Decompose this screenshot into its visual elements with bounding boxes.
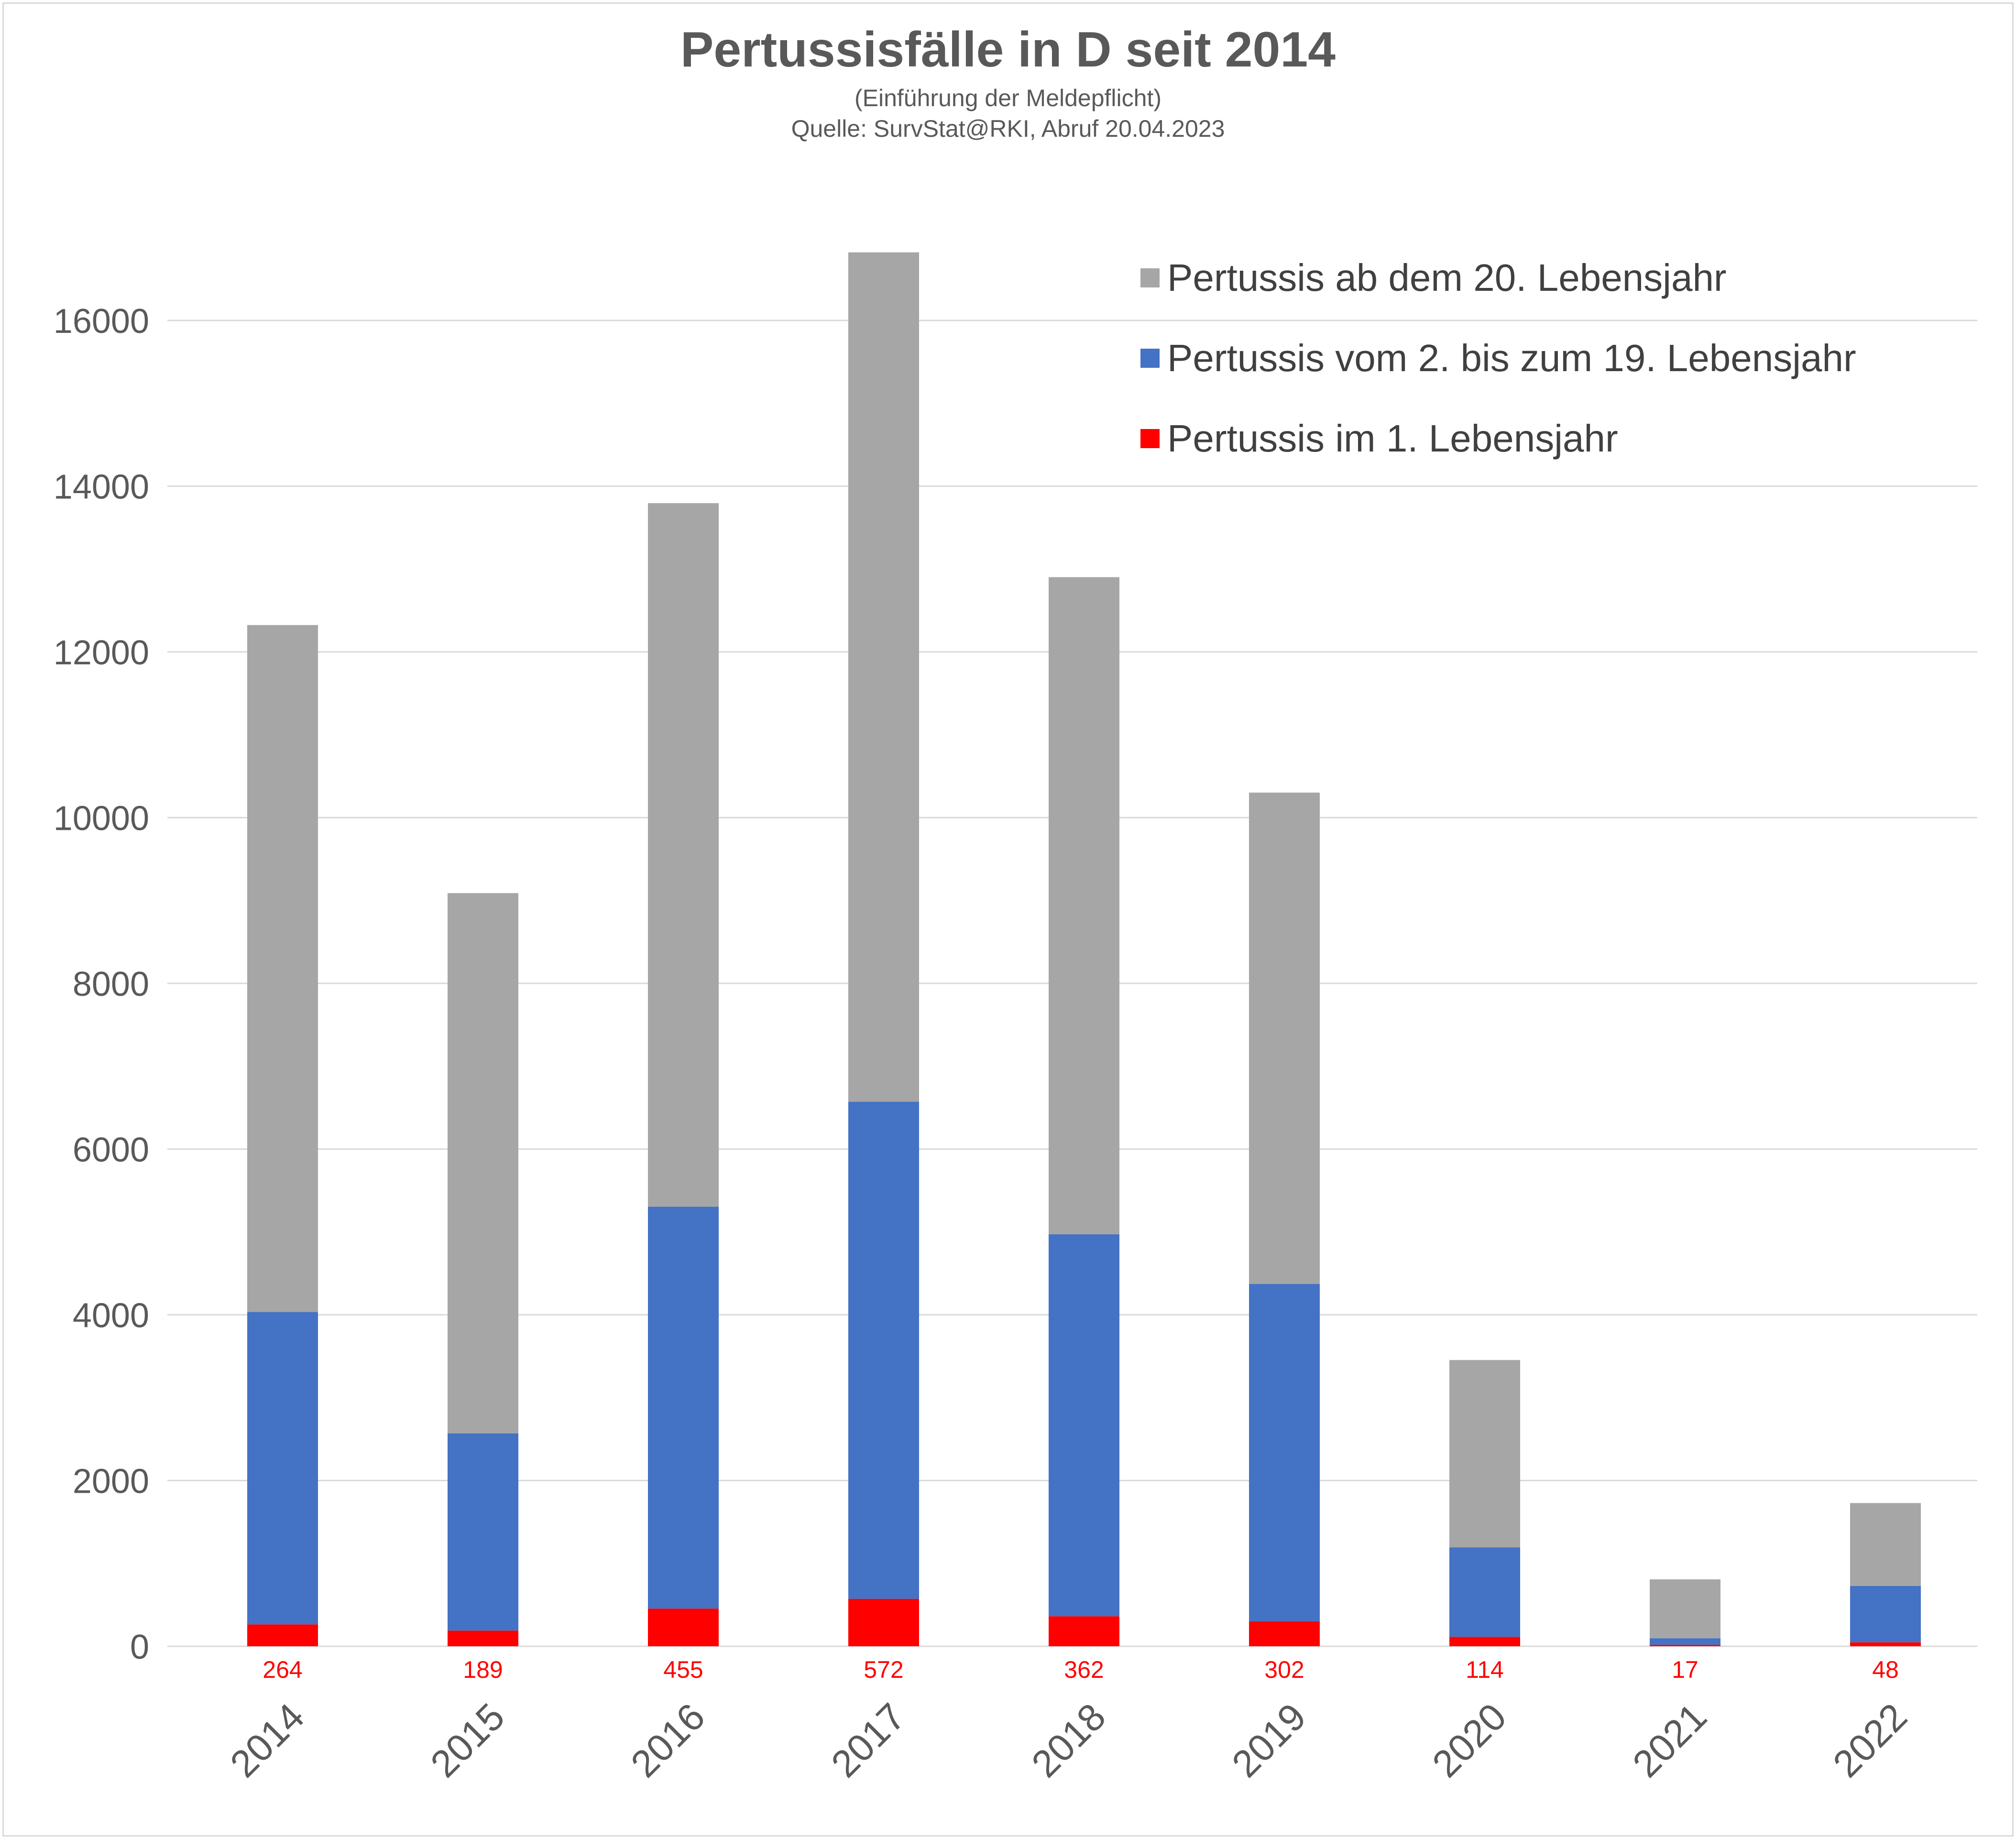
bar-adults [1650,1579,1720,1639]
data-label: 48 [1872,1656,1899,1683]
legend-swatch-adults [1140,268,1160,287]
x-tick-label: 2014 [222,1695,312,1785]
bar-children [1850,1586,1921,1642]
y-tick-label: 12000 [54,634,149,672]
bars [247,252,1921,1646]
legend-swatch-infants [1140,429,1160,448]
data-label: 264 [263,1656,302,1683]
data-label: 302 [1264,1656,1304,1683]
bar-children [1449,1547,1520,1637]
y-tick-label: 0 [130,1628,149,1666]
bar-children [448,1433,518,1631]
y-tick-label: 4000 [73,1297,149,1335]
x-tick-label: 2015 [422,1695,513,1785]
bar-infants [1249,1621,1320,1646]
bar-infants [648,1608,719,1646]
bar-adults [648,503,719,1207]
x-tick-label: 2020 [1424,1695,1514,1785]
bar-adults [448,893,518,1433]
legend-item-infants: Pertussis im 1. Lebensjahr [1140,412,1856,492]
data-label: 362 [1064,1656,1104,1683]
legend-swatch-children [1140,349,1160,368]
bar-infants [848,1598,919,1646]
legend-item-children: Pertussis vom 2. bis zum 19. Lebensjahr [1140,331,1856,412]
bar-adults [1850,1503,1921,1586]
data-label: 189 [463,1656,503,1683]
bar-infants [1049,1616,1119,1646]
bar-children [1249,1284,1320,1621]
bar-children [848,1101,919,1599]
data-labels: 264 189 455 572 362 302 114 17 48 [263,1656,1899,1683]
bar-adults [1449,1360,1520,1548]
data-label: 455 [663,1656,703,1683]
bar-children [1650,1638,1720,1645]
x-tick-label: 2022 [1825,1695,1915,1785]
bar-infants [247,1624,318,1646]
data-label: 572 [864,1656,903,1683]
x-tick-label: 2016 [623,1695,713,1785]
data-label: 17 [1672,1656,1698,1683]
legend-label-adults: Pertussis ab dem 20. Lebensjahr [1167,256,1727,299]
bar-infants [448,1630,518,1646]
y-tick-label: 2000 [73,1463,149,1501]
x-tick-label: 2017 [823,1695,913,1785]
legend-label-infants: Pertussis im 1. Lebensjahr [1167,417,1618,460]
x-tick-label: 2019 [1224,1695,1314,1785]
chart-title: Pertussisfälle in D seit 2014 [680,22,1336,77]
bar-children [247,1312,318,1625]
bar-adults [247,625,318,1312]
x-tick-label: 2018 [1023,1695,1114,1785]
y-tick-label: 16000 [54,302,149,341]
y-tick-label: 8000 [73,965,149,1003]
bar-children [648,1206,719,1609]
bar-adults [1249,793,1320,1284]
x-axis-tick-labels: 2014 2015 2016 2017 2018 2019 2020 2021 2022 [222,1695,1915,1785]
y-tick-label: 14000 [54,468,149,507]
bar-infants [1850,1642,1921,1646]
data-label: 114 [1466,1656,1504,1683]
legend: Pertussis ab dem 20. Lebensjahr Pertussi… [1140,251,1856,492]
bar-infants [1650,1645,1720,1646]
chart-source: Quelle: SurvStat@RKI, Abruf 20.04.2023 [791,115,1225,142]
bar-adults [848,252,919,1102]
y-axis-tick-labels: 0 2000 4000 6000 8000 10000 12000 14000 16000 [54,302,149,1666]
bar-children [1049,1234,1119,1617]
chart-subtitle: (Einführung der Meldepflicht) [855,85,1161,111]
legend-item-adults: Pertussis ab dem 20. Lebensjahr [1140,251,1856,331]
bar-infants [1449,1637,1520,1646]
legend-label-children: Pertussis vom 2. bis zum 19. Lebensjahr [1167,337,1856,379]
y-tick-label: 10000 [54,800,149,838]
y-tick-label: 6000 [73,1131,149,1169]
bar-adults [1049,577,1119,1234]
x-tick-label: 2021 [1624,1695,1715,1785]
